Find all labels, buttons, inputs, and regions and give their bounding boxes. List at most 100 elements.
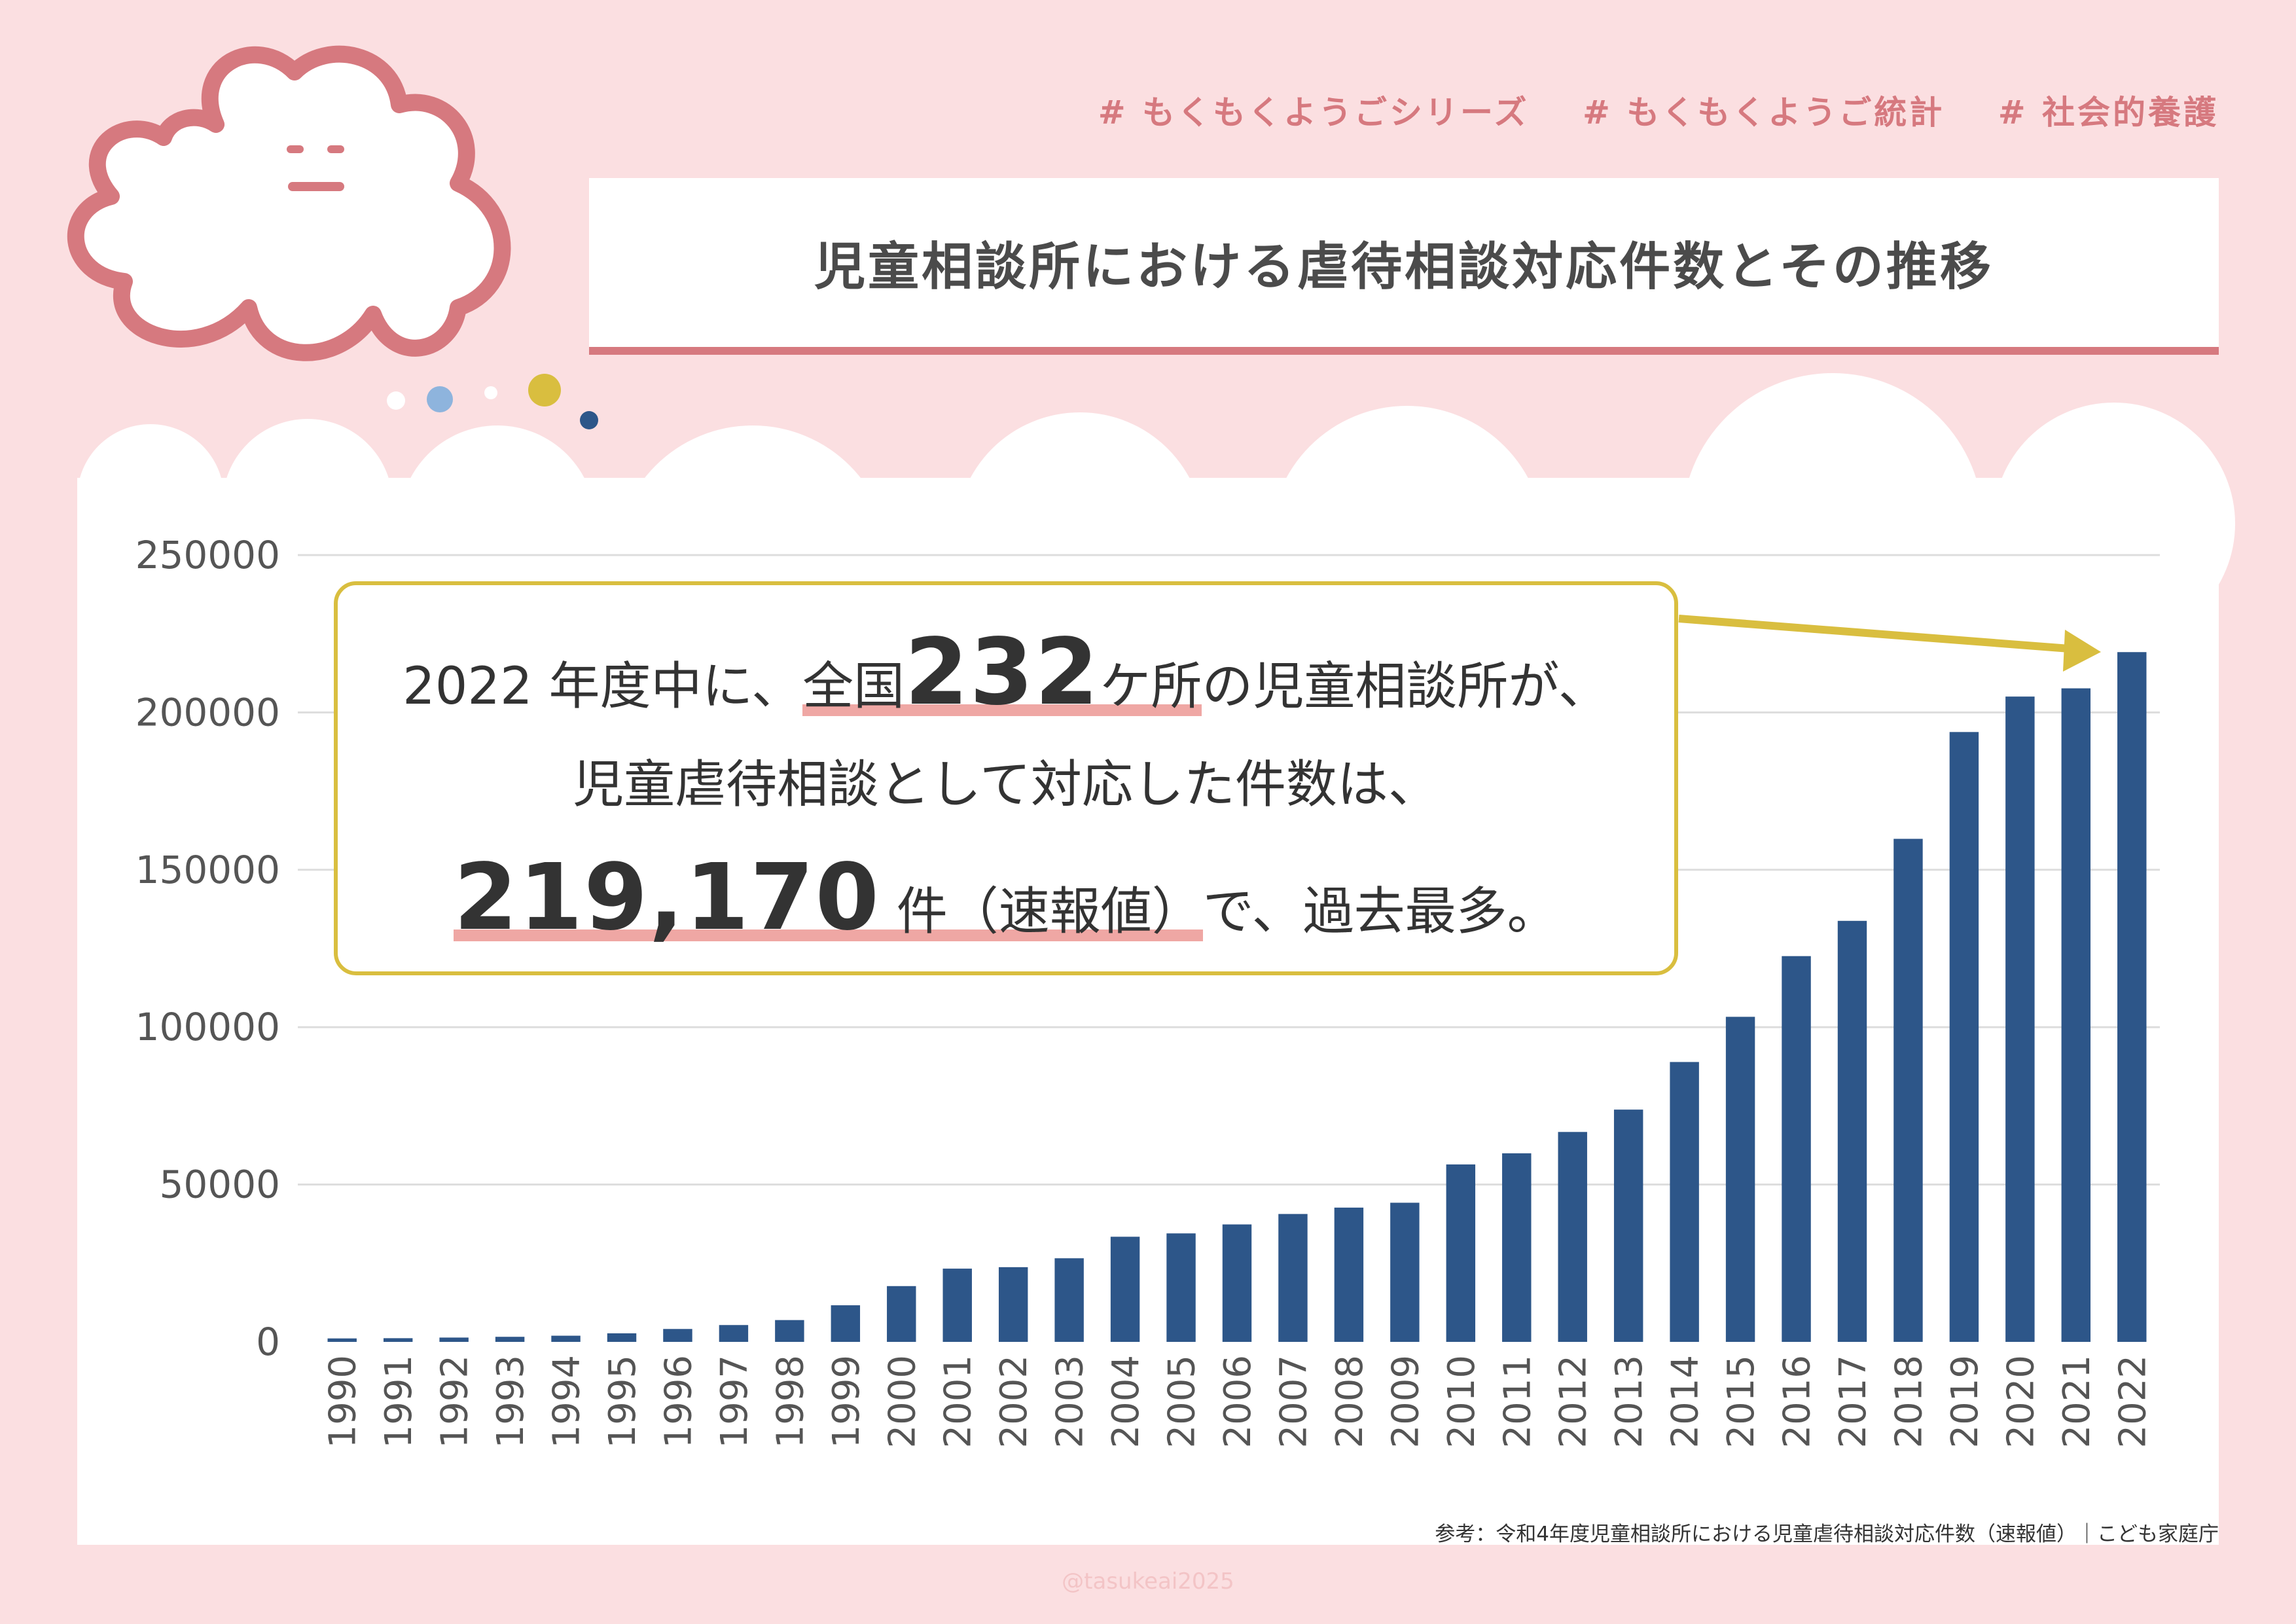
bar <box>1558 1132 1587 1342</box>
bar <box>831 1305 861 1342</box>
x-tick-label: 2008 <box>1329 1355 1371 1449</box>
x-tick-label: 2011 <box>1496 1355 1539 1449</box>
hashtag[interactable]: # 社会的養護 <box>1998 94 2219 132</box>
y-tick-label: 0 <box>256 1320 280 1364</box>
x-tick-label: 1995 <box>601 1355 644 1449</box>
bar <box>1390 1202 1420 1342</box>
hashtag-list: # もくもくようごシリーズ # もくもくようご統計 # 社会的養護 <box>1059 86 2219 134</box>
x-tick-label: 2013 <box>1608 1355 1651 1449</box>
y-tick-label: 150000 <box>135 848 280 892</box>
bar <box>1613 1110 1643 1342</box>
page-title: 児童相談所における虐待相談対応件数とその推移 <box>814 238 1994 297</box>
bar <box>607 1333 637 1342</box>
callout-line-3: 219,170 件（速報値）で、過去最多。 <box>338 844 1674 951</box>
callout-text: ケ所 <box>1100 657 1202 716</box>
callout-text: 全国 <box>802 657 905 716</box>
x-tick-label: 2018 <box>1888 1355 1930 1449</box>
bar <box>663 1329 692 1342</box>
bar <box>551 1335 581 1342</box>
title-box: 児童相談所における虐待相談対応件数とその推移 <box>589 178 2219 355</box>
callout-highlight: 219,170 件（速報値） <box>454 844 1203 951</box>
x-tick-label: 2003 <box>1049 1355 1092 1449</box>
bar <box>2061 688 2091 1342</box>
bar <box>1334 1207 1364 1342</box>
x-tick-label: 1993 <box>490 1355 532 1449</box>
x-tick-label: 2007 <box>1272 1355 1315 1449</box>
callout-box: 2022 年度中に、全国232ケ所の児童相談所が、 児童虐待相談として対応した件… <box>334 581 1678 975</box>
bar <box>327 1338 357 1342</box>
hashtag[interactable]: # もくもくようごシリーズ <box>1098 94 1530 132</box>
x-tick-label: 1994 <box>546 1355 588 1449</box>
callout-text: 2022 年度中に、 <box>403 657 803 716</box>
x-tick-label: 2005 <box>1161 1355 1204 1449</box>
thought-dot <box>528 374 561 406</box>
bar <box>1110 1236 1140 1342</box>
hashtag[interactable]: # もくもくようご統計 <box>1582 94 1945 132</box>
bar <box>1837 920 1867 1342</box>
cloud-eye-right <box>327 145 344 153</box>
bar <box>1502 1153 1532 1342</box>
callout-line-1: 2022 年度中に、全国232ケ所の児童相談所が、 <box>338 619 1674 726</box>
bar <box>383 1338 413 1342</box>
callout-line-2: 児童虐待相談として対応した件数は、 <box>338 744 1674 817</box>
credit-handle: @tasukeai2025 <box>1062 1568 1234 1595</box>
callout-text: で、過去最多。 <box>1202 882 1558 941</box>
callout-highlight: 全国232ケ所 <box>802 619 1202 726</box>
bar <box>439 1337 469 1342</box>
bar <box>2117 652 2147 1342</box>
x-tick-label: 2015 <box>1720 1355 1763 1449</box>
source-note: 参考：令和4年度児童相談所における児童虐待相談対応件数（速報値）｜こども家庭庁 <box>1435 1523 2219 1546</box>
bar <box>1446 1164 1476 1342</box>
x-axis-ticks: 1990 1991 1992 1993 1994 1995 1996 1997 1998 1999… <box>322 1355 2155 1449</box>
thought-dot <box>580 411 598 429</box>
x-tick-label: 2000 <box>881 1355 924 1449</box>
thought-dot <box>427 386 453 412</box>
bar <box>2005 696 2035 1342</box>
x-tick-label: 1999 <box>825 1355 868 1449</box>
bar <box>998 1267 1028 1342</box>
facility-count: 232 <box>905 619 1100 726</box>
x-tick-label: 1996 <box>657 1355 700 1449</box>
bar <box>942 1269 972 1342</box>
x-tick-label: 2009 <box>1384 1355 1427 1449</box>
thought-cloud-icon <box>67 45 598 429</box>
case-count: 219,170 <box>454 844 880 951</box>
x-tick-label: 2019 <box>1944 1355 1986 1449</box>
x-tick-label: 1990 <box>322 1355 365 1449</box>
y-tick-label: 50000 <box>159 1163 280 1207</box>
callout-text: の児童相談所が、 <box>1202 657 1609 716</box>
y-tick-label: 200000 <box>135 690 280 734</box>
x-tick-label: 1997 <box>713 1355 756 1449</box>
x-tick-label: 2006 <box>1217 1355 1259 1449</box>
thought-dot <box>387 391 405 410</box>
bar <box>719 1325 749 1342</box>
y-tick-label: 100000 <box>135 1005 280 1049</box>
cloud-mouth <box>288 182 344 191</box>
bar <box>1782 956 1811 1342</box>
bar <box>1278 1214 1308 1342</box>
bar <box>1725 1017 1755 1342</box>
chart-bars <box>327 652 2147 1342</box>
thought-dot <box>484 386 497 399</box>
x-tick-label: 2017 <box>1832 1355 1874 1449</box>
x-tick-label: 2004 <box>1105 1355 1147 1449</box>
x-tick-label: 2021 <box>2056 1355 2098 1449</box>
x-tick-label: 1992 <box>434 1355 476 1449</box>
callout-text: 児童虐待相談として対応した件数は、 <box>573 755 1439 814</box>
bar <box>887 1286 916 1342</box>
y-tick-label: 250000 <box>135 533 280 577</box>
bar <box>1054 1258 1084 1342</box>
bar <box>495 1337 525 1342</box>
callout-text: 件（速報値） <box>896 882 1203 941</box>
x-tick-label: 2016 <box>1776 1355 1819 1449</box>
bar <box>775 1320 804 1342</box>
x-tick-label: 2014 <box>1664 1355 1707 1449</box>
bar <box>1222 1224 1252 1342</box>
x-tick-label: 1991 <box>378 1355 420 1449</box>
y-axis-ticks: 0 50000 100000 150000 200000 250000 <box>135 533 280 1364</box>
x-tick-label: 2012 <box>1552 1355 1595 1449</box>
x-tick-label: 2020 <box>2000 1355 2042 1449</box>
cloud-eye-left <box>287 145 304 153</box>
bar <box>1893 839 1923 1342</box>
